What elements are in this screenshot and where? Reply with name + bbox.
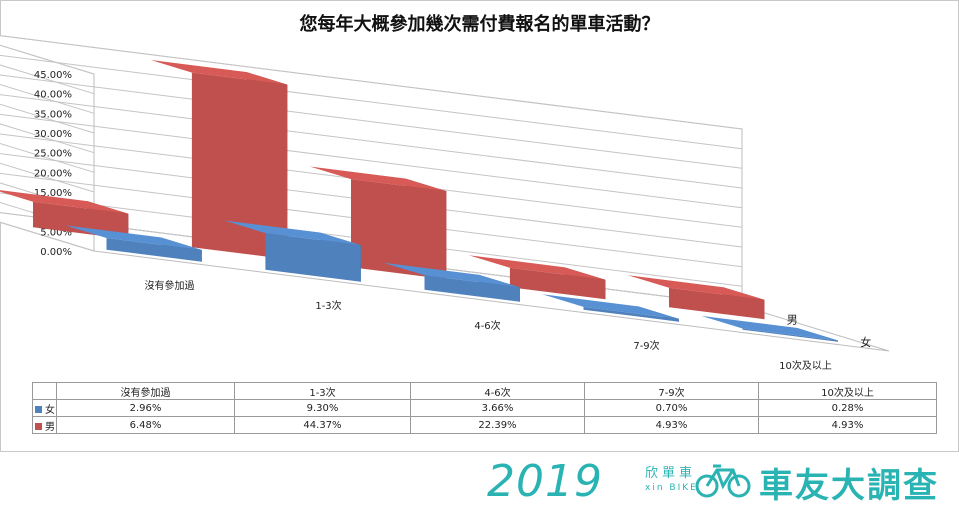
bar-top bbox=[468, 255, 606, 280]
table-row-female: 女 2.96% 9.30% 3.66% 0.70% 0.28% bbox=[32, 399, 937, 417]
y-tick-label: 40.00% bbox=[34, 90, 72, 101]
y-tick-label: 20.00% bbox=[34, 168, 72, 179]
gridline bbox=[0, 35, 743, 130]
gridline bbox=[0, 113, 743, 209]
bar-front bbox=[191, 72, 288, 260]
table-cell: 9.30% bbox=[234, 399, 411, 417]
depth-axis-labels: 女男 bbox=[787, 313, 872, 349]
bar-front bbox=[265, 233, 361, 282]
bar-top bbox=[150, 60, 288, 85]
bar-top bbox=[627, 275, 765, 300]
series-legend-female: 女 bbox=[32, 399, 57, 417]
table-col-header: 1-3次 bbox=[234, 382, 411, 400]
table-cell: 0.70% bbox=[584, 399, 759, 417]
x-tick-label: 4-6次 bbox=[474, 319, 500, 332]
gridline bbox=[0, 133, 743, 228]
bar-female bbox=[383, 262, 520, 302]
x-tick-label: 10次及以上 bbox=[779, 359, 832, 372]
bar-front bbox=[742, 328, 838, 342]
y-tick-label: 30.00% bbox=[34, 129, 72, 140]
bar-top bbox=[383, 262, 520, 288]
table-cell: 44.37% bbox=[234, 416, 411, 434]
table-row-male: 男 6.48% 44.37% 22.39% 4.93% 4.93% bbox=[32, 416, 937, 434]
gridline bbox=[0, 74, 743, 169]
bar-male bbox=[627, 275, 765, 320]
plot-area: 0.00%5.00%10.00%15.00%20.00%25.00%30.00%… bbox=[0, 35, 890, 372]
table-cell: 22.39% bbox=[410, 416, 585, 434]
table-cell: 0.28% bbox=[758, 399, 937, 417]
y-tick-label: 15.00% bbox=[34, 188, 72, 199]
series-legend-male: 男 bbox=[32, 416, 57, 434]
bar-female bbox=[542, 294, 679, 322]
bar-male bbox=[309, 166, 447, 280]
x-axis-labels: 沒有參加過 1-3次 4-6次 7-9次 10次及以上 bbox=[145, 279, 832, 372]
x-tick-label: 沒有參加過 bbox=[145, 279, 195, 292]
survey-banner: 2019 欣單車 xin BIKE 車友大調查 bbox=[487, 456, 947, 507]
bar-front bbox=[351, 179, 447, 280]
bar-top bbox=[701, 315, 838, 341]
table-cell: 4.93% bbox=[584, 416, 759, 434]
table-cell: 2.96% bbox=[56, 399, 235, 417]
bar-front bbox=[424, 275, 520, 302]
y-tick-label: 25.00% bbox=[34, 149, 72, 160]
bar-top bbox=[542, 294, 679, 319]
table-cell: 6.48% bbox=[56, 416, 235, 434]
table-col-header: 10次及以上 bbox=[758, 382, 937, 400]
bar-female bbox=[701, 315, 838, 342]
bar-female bbox=[224, 220, 361, 282]
bar-front bbox=[33, 201, 129, 240]
gridline bbox=[0, 153, 743, 248]
chart-title: 您每年大概參加幾次需付費報名的單車活動？ bbox=[299, 14, 660, 35]
brand-name-cn: 欣單車 bbox=[645, 466, 697, 481]
banner-slogan: 車友大調查 bbox=[759, 466, 939, 506]
depth-label: 男 bbox=[787, 313, 798, 326]
bar-male bbox=[468, 255, 606, 300]
bar-front bbox=[106, 238, 202, 262]
table-header-row: 沒有參加過 1-3次 4-6次 7-9次 10次及以上 bbox=[32, 382, 937, 400]
x-tick-label: 1-3次 bbox=[315, 299, 341, 312]
legend-swatch-female bbox=[35, 406, 42, 413]
y-tick-label: 45.00% bbox=[34, 70, 72, 81]
bar-front bbox=[583, 306, 679, 322]
table-cell: 4.93% bbox=[758, 416, 937, 434]
bar-top bbox=[65, 225, 202, 250]
x-tick-label: 7-9次 bbox=[633, 339, 659, 352]
gridline bbox=[0, 54, 743, 150]
y-tick-label: 35.00% bbox=[34, 109, 72, 120]
bar-front bbox=[669, 287, 765, 320]
bar-top bbox=[0, 190, 129, 214]
table-col-header: 7-9次 bbox=[584, 382, 759, 400]
depth-label: 女 bbox=[860, 335, 871, 349]
table-col-header: 4-6次 bbox=[410, 382, 585, 400]
table-cell: 3.66% bbox=[410, 399, 585, 417]
gridline bbox=[0, 212, 743, 307]
y-tick-label: 5.00% bbox=[40, 227, 72, 238]
bar-female bbox=[65, 225, 202, 262]
brand-logo: 欣單車 xin BIKE bbox=[645, 462, 705, 493]
brand-name-en: xin BIKE bbox=[645, 483, 698, 493]
y-tick-label: 0.00% bbox=[40, 247, 72, 258]
banner-year: 2019 bbox=[487, 456, 603, 507]
bicycle-icon bbox=[695, 464, 751, 498]
data-table: 沒有參加過 1-3次 4-6次 7-9次 10次及以上 女 2.96% 9.30… bbox=[32, 382, 937, 434]
table-corner bbox=[32, 382, 57, 400]
table-col-header: 沒有參加過 bbox=[56, 382, 235, 400]
legend-swatch-male bbox=[35, 423, 42, 430]
bar-male bbox=[150, 60, 288, 260]
bar-top bbox=[309, 166, 447, 192]
bar-front bbox=[509, 267, 606, 300]
bar-top bbox=[224, 220, 361, 246]
gridline bbox=[0, 94, 743, 189]
bars bbox=[0, 60, 838, 342]
